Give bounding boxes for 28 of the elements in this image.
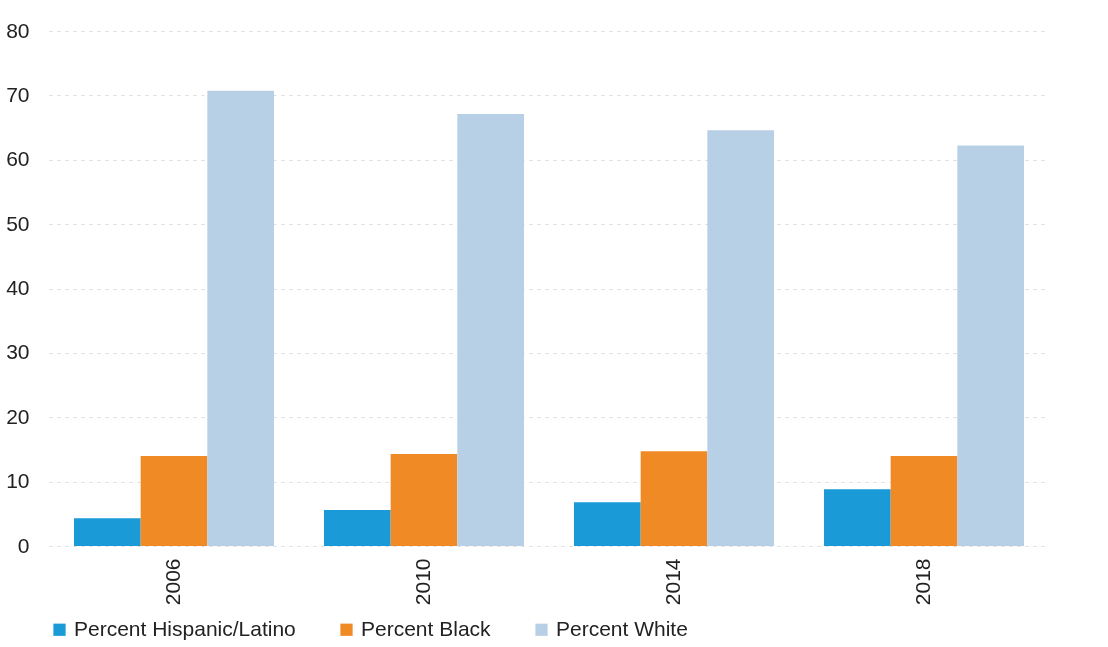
y-tick-label: 40: [6, 276, 30, 299]
y-tick-label: 30: [6, 340, 30, 364]
bar: [890, 455, 958, 546]
bar: [457, 114, 524, 546]
x-tick-label: 2010: [411, 558, 434, 606]
legend-label: Percent White: [556, 616, 688, 640]
x-tick-label: 2018: [911, 558, 934, 606]
bar: [707, 130, 774, 546]
y-tick-label: 20: [6, 404, 30, 428]
bar: [824, 489, 891, 546]
bar: [957, 145, 1024, 546]
bar: [390, 453, 458, 546]
bar: [74, 518, 141, 546]
bar: [140, 455, 208, 546]
y-tick-label: 10: [6, 469, 30, 493]
bar: [640, 451, 708, 546]
y-tick-label: 0: [17, 533, 30, 557]
bar: [574, 502, 641, 546]
x-tick-label: 2014: [661, 558, 684, 606]
y-tick-label: 80: [6, 18, 30, 42]
y-tick-label: 60: [6, 147, 30, 171]
bar: [324, 509, 391, 546]
bar: [207, 90, 274, 546]
legend-label: Percent Black: [361, 616, 492, 640]
y-tick-label: 70: [6, 82, 30, 106]
y-tick-label: 50: [6, 211, 30, 235]
legend-label: Percent Hispanic/Latino: [74, 616, 296, 640]
x-tick-label: 2006: [161, 558, 184, 606]
